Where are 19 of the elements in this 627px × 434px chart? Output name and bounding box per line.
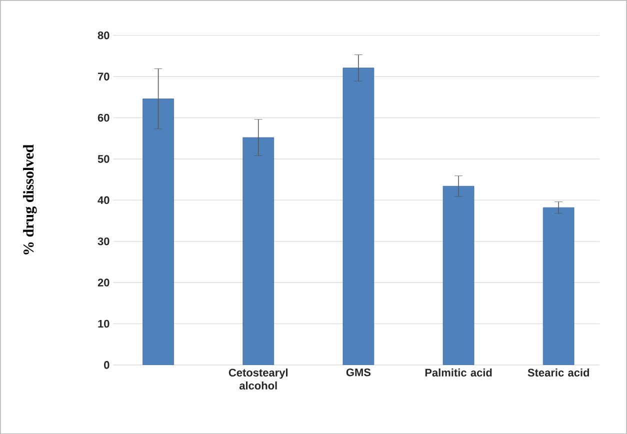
y-axis-title: % drug dissolved — [23, 144, 37, 254]
y-tick-label: 70 — [98, 72, 110, 80]
y-tick-label: 50 — [98, 154, 110, 163]
y-tick-label: 10 — [98, 320, 110, 328]
y-tick-label: 40 — [98, 196, 110, 204]
y-tick-label: 0 — [104, 360, 110, 369]
x-tick-label: GMS — [346, 368, 371, 376]
y-tick-label: 80 — [98, 31, 110, 40]
y-tick-label: 60 — [98, 114, 110, 122]
x-tick-label: Cetostearyl alcohol — [228, 368, 288, 390]
bar — [542, 207, 574, 365]
bar — [442, 186, 474, 365]
bar — [242, 137, 274, 365]
bar — [342, 68, 374, 365]
y-tick-label: 30 — [98, 237, 110, 246]
x-tick-label: Stearic acid — [528, 368, 590, 376]
y-tick-label: 20 — [98, 278, 110, 286]
bar — [142, 98, 174, 365]
x-tick-label: Palmitic acid — [425, 368, 492, 376]
